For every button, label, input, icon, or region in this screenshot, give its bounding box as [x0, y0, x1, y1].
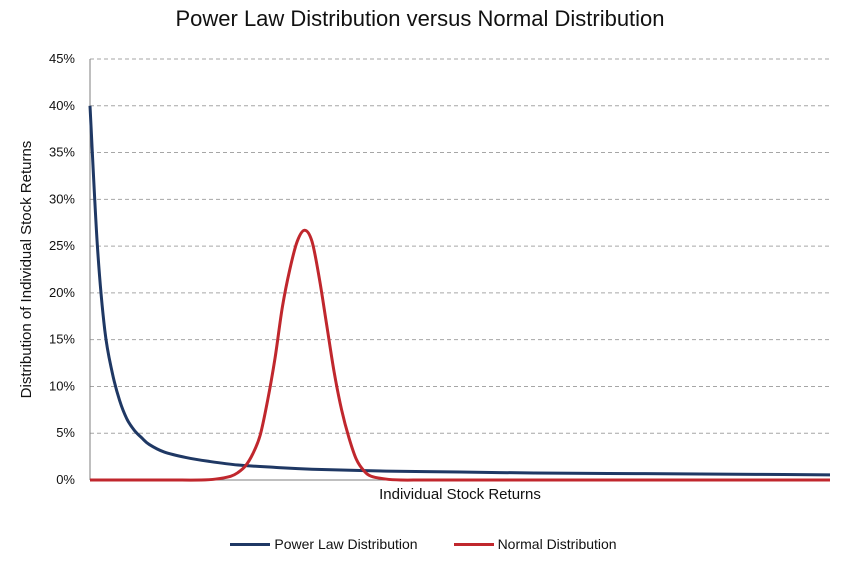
legend-item-normal: Normal Distribution	[453, 536, 617, 552]
legend-swatch-power-law	[230, 542, 271, 546]
y-tick-label: 0%	[56, 472, 75, 487]
y-tick-label: 25%	[49, 238, 75, 253]
y-tick-label: 15%	[49, 332, 75, 347]
chart: 0% 5% 10% 15% 20% 25% 30% 35% 40% 45% Individual …	[18, 51, 831, 503]
series-line-power-law	[88, 105, 831, 477]
series-lines	[88, 105, 831, 482]
legend-item-power-law: Power Law Distribution	[230, 536, 418, 552]
grid-lines	[90, 58, 830, 434]
y-tick-label: 20%	[49, 285, 75, 300]
y-tick-labels: 0% 5% 10% 15% 20% 25% 30% 35% 40% 45%	[49, 51, 75, 487]
legend-label-power-law: Power Law Distribution	[274, 536, 418, 552]
y-tick-label: 10%	[49, 378, 75, 393]
axes	[89, 59, 830, 481]
y-tick-label: 5%	[56, 425, 75, 440]
y-tick-label: 40%	[49, 98, 75, 113]
y-axis-title: Distribution of Individual Stock Returns	[18, 141, 35, 399]
legend-label-normal: Normal Distribution	[497, 536, 617, 552]
y-tick-label: 30%	[49, 191, 75, 206]
series-line-normal	[90, 228, 830, 482]
legend: Power Law Distribution Normal Distributi…	[0, 536, 847, 552]
x-axis-title: Individual Stock Returns	[379, 486, 541, 503]
y-tick-label: 35%	[49, 145, 75, 160]
legend-swatch-normal	[453, 542, 494, 546]
y-tick-label: 45%	[49, 51, 75, 66]
chart-title: Power Law Distribution versus Normal Dis…	[175, 6, 665, 31]
